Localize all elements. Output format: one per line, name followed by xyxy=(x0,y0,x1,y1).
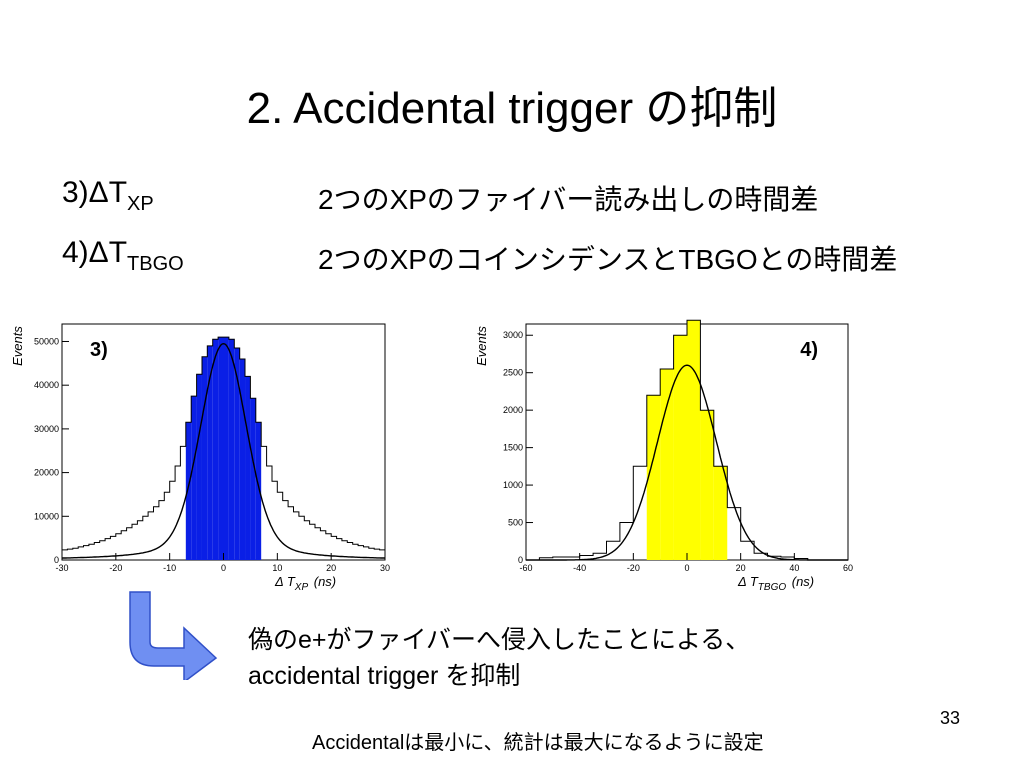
histogram-bin-filled xyxy=(646,395,661,560)
y-tick-label: 20000 xyxy=(34,468,59,478)
x-axis-label-main: Δ T xyxy=(274,574,296,589)
x-tick-label: -40 xyxy=(573,563,586,573)
y-tick-label: 2500 xyxy=(503,368,523,378)
histogram-bin-filled xyxy=(255,422,262,560)
histogram-bin-filled xyxy=(223,337,229,560)
y-tick-label: 30000 xyxy=(34,424,59,434)
histogram-bin-filled xyxy=(239,358,246,560)
histogram-bin-filled xyxy=(218,337,224,560)
histogram-outline xyxy=(526,319,848,561)
x-axis-label: Δ TXP (ns) xyxy=(274,574,336,590)
x-tick-label: 20 xyxy=(736,563,746,573)
x-tick-label: -60 xyxy=(519,563,532,573)
y-tick-label: 2000 xyxy=(503,405,523,415)
y-tick-label: 3000 xyxy=(503,330,523,340)
conclusion-note: 偽のe+がファイバーへ侵入したことによる、 accidental trigger… xyxy=(248,622,750,694)
histogram-outline xyxy=(62,336,385,551)
histogram-bin-filled xyxy=(185,422,192,560)
row-label: 3)ΔTXP xyxy=(62,176,154,215)
row-description: 2つのXPのコインシデンスとTBGOとの時間差 xyxy=(318,244,898,275)
page-number: 33 xyxy=(940,708,961,728)
histogram-bin-filled xyxy=(201,356,208,560)
row-label-subscript: TBGO xyxy=(127,253,184,275)
y-tick-label: 40000 xyxy=(34,380,59,390)
y-tick-label: 50000 xyxy=(34,336,59,346)
y-tick-label: 0 xyxy=(518,555,523,565)
note-line-1: 偽のe+がファイバーへ侵入したことによる、 xyxy=(248,626,751,654)
y-tick-label: 1000 xyxy=(503,480,523,490)
histogram-bin-filled xyxy=(212,339,219,560)
histogram-bin-filled xyxy=(250,398,256,560)
histogram-bin-filled xyxy=(207,345,213,560)
x-axis-label-unit: (ns) xyxy=(788,574,814,589)
panel-label: 3) xyxy=(90,339,108,361)
row-label-subscript: XP xyxy=(127,193,154,215)
histogram-bin-filled xyxy=(687,320,701,560)
y-tick-label: 10000 xyxy=(34,511,59,521)
x-tick-label: -20 xyxy=(109,563,122,573)
histogram-delta-t-tbgo: -60 -40 -20 0 20 40 60 0 500 1000 1500 2000 2500 3000… xyxy=(474,319,853,590)
histogram-bin-filled xyxy=(234,348,240,560)
x-tick-label: 40 xyxy=(789,563,799,573)
panel-label: 4) xyxy=(800,339,818,361)
histogram-bin-filled xyxy=(245,376,251,560)
x-tick-label: 30 xyxy=(380,563,390,573)
histogram-bin-filled xyxy=(660,368,674,560)
y-axis-label: Events xyxy=(474,326,489,366)
histogram-bin-filled xyxy=(196,374,202,560)
x-axis-label-subscript: XP xyxy=(294,582,309,590)
curved-down-right-arrow-icon xyxy=(129,591,218,680)
x-tick-label: 0 xyxy=(684,563,689,573)
slide-title: 2. Accidental trigger の抑制 xyxy=(246,84,778,133)
row-label: 4)ΔTTBGO xyxy=(62,236,184,275)
histogram-bin-filled xyxy=(228,339,235,560)
histogram-bin-filled xyxy=(191,396,197,560)
x-tick-label: -10 xyxy=(163,563,176,573)
histogram-bin-filled xyxy=(673,335,687,560)
note-line-2: accidental trigger を抑制 xyxy=(248,662,521,690)
y-tick-label: 0 xyxy=(54,555,59,565)
y-tick-label: 1500 xyxy=(503,443,523,453)
x-tick-label: 20 xyxy=(326,563,336,573)
x-axis-label-unit: (ns) xyxy=(310,574,336,589)
histogram-bin-filled xyxy=(700,410,714,560)
x-tick-label: 0 xyxy=(221,563,226,573)
row-description: 2つのXPのファイバー読み出しの時間差 xyxy=(318,184,819,215)
histogram-bin-filled xyxy=(713,466,728,560)
footer-note: Accidentalは最小に、統計は最大になるように設定 xyxy=(312,732,764,754)
y-tick-label: 500 xyxy=(508,518,523,528)
x-tick-label: -20 xyxy=(627,563,640,573)
x-tick-label: 60 xyxy=(843,563,853,573)
x-tick-label: -30 xyxy=(55,563,68,573)
x-tick-label: 10 xyxy=(272,563,282,573)
x-axis-label-subscript: TBGO xyxy=(758,582,787,590)
y-axis-label: Events xyxy=(10,326,25,366)
x-axis-label: Δ TTBGO (ns) xyxy=(737,574,814,590)
x-axis-label-main: Δ T xyxy=(737,574,759,589)
histogram-delta-t-xp: -30 -20 -10 0 10 20 30 0 10000 20000 30000 40000 500… xyxy=(10,323,390,590)
